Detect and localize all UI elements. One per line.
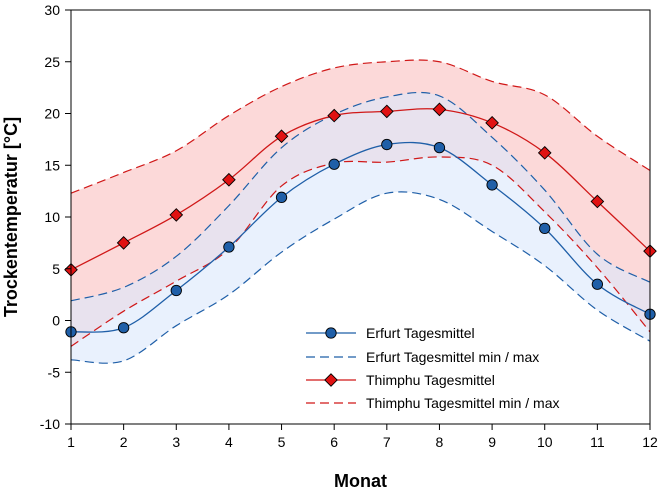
x-tick-label: 2: [120, 434, 128, 450]
erfurt-mean-point: [433, 142, 446, 154]
x-tick-label: 12: [642, 434, 658, 450]
y-tick-label: 20: [44, 106, 60, 122]
y-tick-label: -5: [48, 364, 61, 380]
thimphu-mean-point: [432, 102, 447, 117]
y-tick-label: 5: [52, 261, 60, 277]
legend-item-1: Erfurt Tagesmittel min / max: [306, 349, 539, 365]
x-tick-label: 7: [383, 434, 391, 450]
x-axis-title: Monat: [334, 471, 387, 491]
x-tick-label: 5: [278, 434, 286, 450]
thimphu-mean-point: [327, 108, 342, 123]
x-tick-label: 8: [436, 434, 444, 450]
legend-label: Erfurt Tagesmittel: [366, 325, 475, 341]
legend-label: Erfurt Tagesmittel min / max: [366, 349, 539, 365]
minmax-lines-layer: [70, 59, 651, 364]
thimphu-min-line: [70, 156, 651, 347]
x-tick-label: 9: [488, 434, 496, 450]
thimphu-mean-point: [169, 208, 184, 222]
legend-label: Thimphu Tagesmittel min / max: [366, 395, 559, 411]
x-tick-label: 10: [537, 434, 553, 450]
legend-marker: [325, 327, 337, 339]
x-tick-label: 11: [590, 434, 605, 450]
legend-item-3: Thimphu Tagesmittel min / max: [306, 395, 559, 411]
thimphu-mean-point: [379, 104, 394, 119]
legend-marker: [324, 373, 338, 387]
legend-item-2: Thimphu Tagesmittel: [306, 372, 495, 388]
thimphu-mean-point: [116, 236, 131, 250]
y-tick-label: -10: [40, 416, 60, 432]
y-tick-label: 15: [44, 157, 60, 173]
erfurt-mean-point: [591, 278, 604, 290]
x-tick-label: 1: [67, 434, 75, 450]
thimphu-mean-point: [222, 172, 236, 187]
bands-layer: [71, 60, 650, 364]
erfurt-max-line: [70, 91, 651, 302]
erfurt-mean-point: [170, 284, 182, 297]
thimphu-mean-point: [485, 115, 499, 130]
erfurt-mean-point: [328, 158, 340, 170]
x-tick-label: 6: [330, 434, 338, 450]
y-tick-label: 30: [44, 2, 60, 18]
thimphu-max-line: [70, 59, 651, 194]
erfurt-mean-point: [486, 179, 498, 191]
y-tick-label: 0: [52, 313, 60, 329]
erfurt-mean-point: [275, 191, 288, 203]
band-erfurt: [71, 92, 650, 364]
y-axis-title: Trockentemperatur [°C]: [1, 117, 21, 317]
y-tick-label: 25: [44, 54, 60, 70]
legend-item-0: Erfurt Tagesmittel: [306, 325, 475, 341]
band-thimphu: [71, 60, 650, 347]
legend-label: Thimphu Tagesmittel: [366, 372, 495, 388]
erfurt-mean-point: [381, 138, 393, 151]
x-tick-label: 4: [225, 434, 233, 450]
erfurt-min-line: [70, 191, 651, 364]
legend: Erfurt Tagesmittel Erfurt Tagesmittel min…: [306, 325, 559, 411]
erfurt-mean-point: [539, 222, 551, 235]
x-tick-label: 3: [172, 434, 180, 450]
erfurt-mean-point: [117, 322, 130, 334]
thimphu-mean-point: [537, 145, 552, 160]
y-tick-label: 10: [44, 209, 60, 225]
thimphu-mean-point: [590, 194, 605, 209]
thimphu-mean-point: [274, 129, 289, 144]
erfurt-mean-point: [223, 241, 235, 253]
